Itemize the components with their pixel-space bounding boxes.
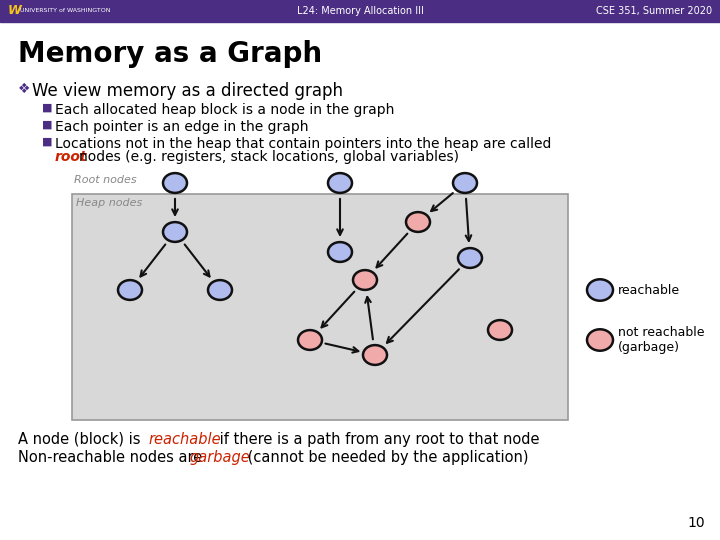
Text: Each allocated heap block is a node in the graph: Each allocated heap block is a node in t… xyxy=(55,103,395,117)
Text: Root nodes: Root nodes xyxy=(74,175,137,185)
Text: if there is a path from any root to that node: if there is a path from any root to that… xyxy=(215,432,539,447)
Ellipse shape xyxy=(163,222,187,242)
Ellipse shape xyxy=(406,212,430,232)
Text: reachable: reachable xyxy=(148,432,220,447)
Text: (cannot be needed by the application): (cannot be needed by the application) xyxy=(243,450,528,465)
Text: UNIVERSITY of WASHINGTON: UNIVERSITY of WASHINGTON xyxy=(20,9,110,14)
Ellipse shape xyxy=(363,345,387,365)
Ellipse shape xyxy=(587,329,613,350)
Ellipse shape xyxy=(298,330,322,350)
Text: not reachable
(garbage): not reachable (garbage) xyxy=(618,326,704,354)
Text: ❖: ❖ xyxy=(18,82,30,96)
Ellipse shape xyxy=(118,280,142,300)
Ellipse shape xyxy=(453,173,477,193)
Text: A node (block) is: A node (block) is xyxy=(18,432,145,447)
Text: nodes (e.g. registers, stack locations, global variables): nodes (e.g. registers, stack locations, … xyxy=(79,150,459,164)
Ellipse shape xyxy=(458,248,482,268)
Text: We view memory as a directed graph: We view memory as a directed graph xyxy=(32,82,343,100)
Ellipse shape xyxy=(328,242,352,262)
Ellipse shape xyxy=(488,320,512,340)
Text: reachable: reachable xyxy=(618,284,680,296)
Text: ■: ■ xyxy=(42,120,53,130)
Ellipse shape xyxy=(587,279,613,301)
Text: ■: ■ xyxy=(42,137,53,147)
Text: W: W xyxy=(8,4,22,17)
Text: ■: ■ xyxy=(42,103,53,113)
Ellipse shape xyxy=(353,270,377,290)
Text: CSE 351, Summer 2020: CSE 351, Summer 2020 xyxy=(596,6,712,16)
Ellipse shape xyxy=(208,280,232,300)
Text: L24: Memory Allocation III: L24: Memory Allocation III xyxy=(297,6,423,16)
Text: 10: 10 xyxy=(688,516,705,530)
Text: Non-reachable nodes are: Non-reachable nodes are xyxy=(18,450,207,465)
Text: Locations not in the heap that contain pointers into the heap are called: Locations not in the heap that contain p… xyxy=(55,137,552,151)
Bar xyxy=(72,194,568,420)
Text: Memory as a Graph: Memory as a Graph xyxy=(18,40,322,68)
Bar xyxy=(0,0,720,22)
Text: Heap nodes: Heap nodes xyxy=(76,198,143,208)
Text: root: root xyxy=(55,150,88,164)
Ellipse shape xyxy=(163,173,187,193)
Text: garbage: garbage xyxy=(190,450,251,465)
Text: Each pointer is an edge in the graph: Each pointer is an edge in the graph xyxy=(55,120,308,134)
Ellipse shape xyxy=(328,173,352,193)
